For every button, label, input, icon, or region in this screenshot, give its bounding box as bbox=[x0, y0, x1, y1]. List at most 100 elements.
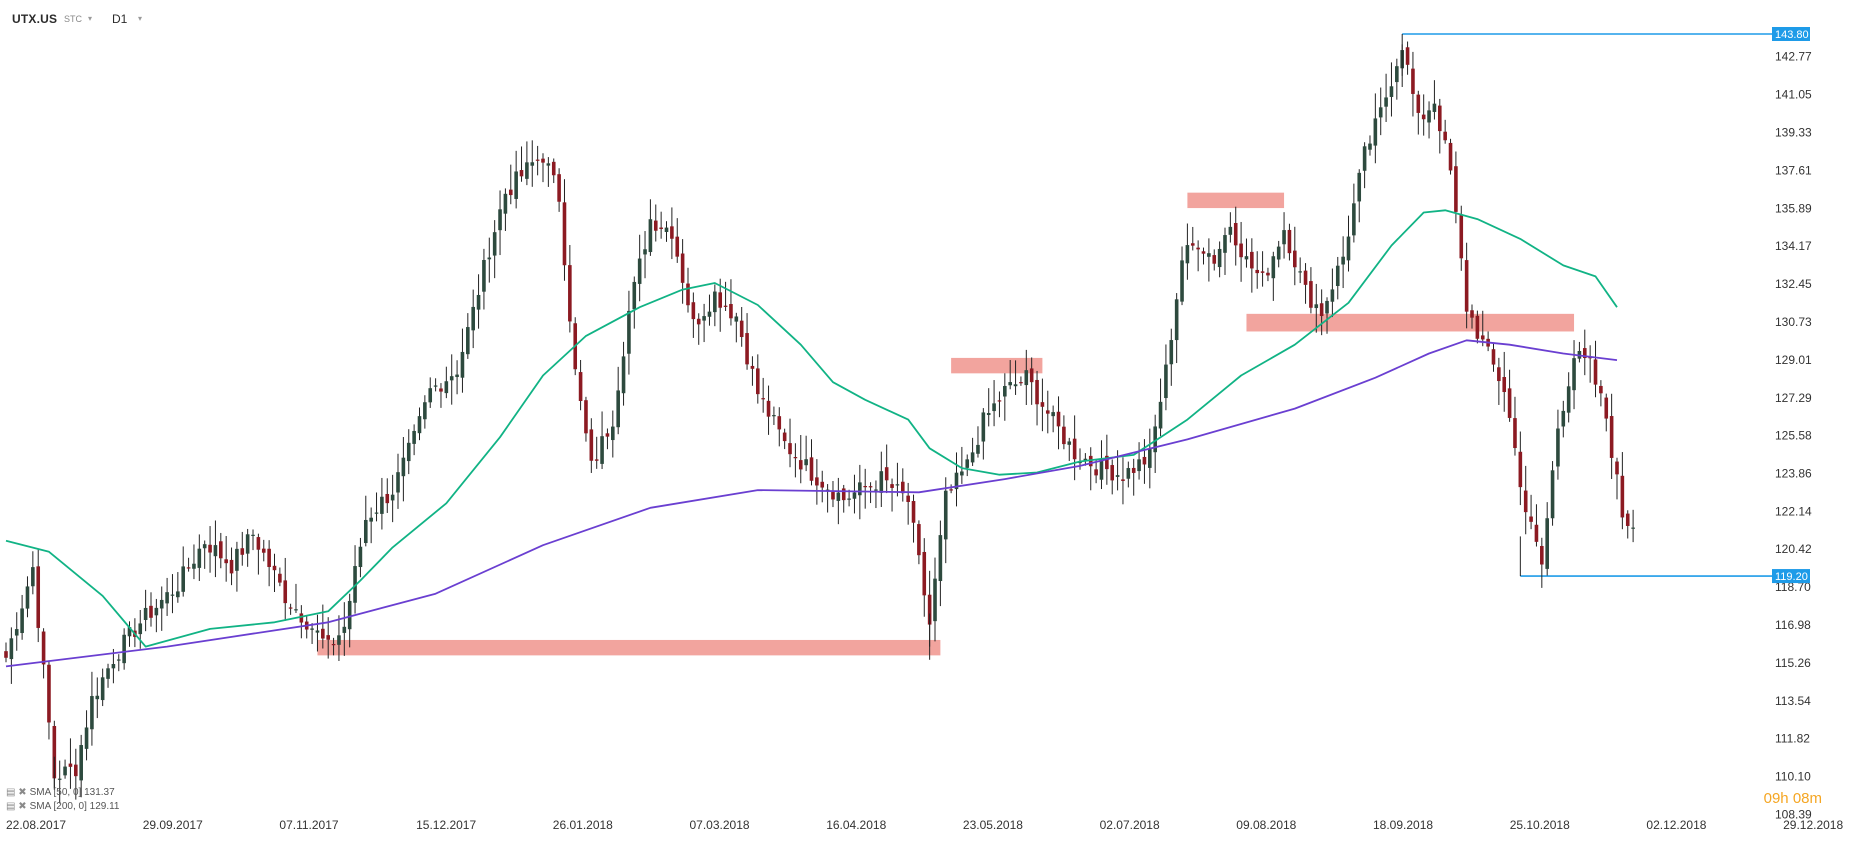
legend-sma-50[interactable]: ▤ ✖ SMA [50, 0] 131.37 bbox=[6, 787, 115, 798]
candle-body bbox=[95, 695, 100, 700]
candle-body bbox=[412, 430, 416, 444]
source-dropdown-icon[interactable]: ▾ bbox=[88, 14, 93, 23]
candle-body bbox=[546, 163, 551, 166]
candle-body bbox=[782, 432, 787, 442]
candle-body bbox=[1529, 516, 1533, 522]
candle-body bbox=[1169, 340, 1174, 365]
candle-body bbox=[363, 519, 368, 544]
symbol-selector[interactable]: UTX.US bbox=[12, 12, 58, 26]
candle-body bbox=[358, 546, 363, 568]
candle-body bbox=[106, 668, 110, 679]
candle-body bbox=[68, 763, 73, 767]
candle-body bbox=[1201, 251, 1206, 254]
candle-body bbox=[739, 320, 744, 338]
candle-body bbox=[1443, 131, 1447, 141]
candle-body bbox=[1164, 364, 1168, 399]
price-tag bbox=[1772, 569, 1810, 584]
candle-body bbox=[627, 310, 631, 354]
candle-body bbox=[331, 644, 336, 646]
candle-body bbox=[208, 544, 212, 553]
candle-body bbox=[79, 745, 83, 781]
candle-body bbox=[288, 607, 293, 609]
candle-body bbox=[530, 162, 535, 166]
candle-body bbox=[519, 170, 524, 177]
candle-body bbox=[1357, 172, 1362, 202]
legend-sma-200[interactable]: ▤ ✖ SMA [200, 0] 129.11 bbox=[6, 801, 120, 812]
x-tick-label: 25.10.2018 bbox=[1510, 818, 1570, 832]
candle-body bbox=[176, 591, 180, 598]
x-tick-label: 02.12.2018 bbox=[1646, 818, 1706, 832]
source-label[interactable]: STC bbox=[64, 14, 82, 24]
y-tick-label: 110.10 bbox=[1775, 770, 1811, 784]
candle-body bbox=[272, 565, 277, 571]
candle-body bbox=[116, 659, 121, 661]
candle-body bbox=[396, 472, 400, 493]
x-tick-label: 18.09.2018 bbox=[1373, 818, 1433, 832]
sma-200-line bbox=[5, 339, 1618, 668]
candle-body bbox=[1180, 260, 1184, 302]
candle-body bbox=[970, 452, 975, 463]
candle-body bbox=[562, 202, 567, 266]
candle-body bbox=[578, 372, 583, 401]
candle-body bbox=[1142, 456, 1147, 465]
y-tick-label: 134.17 bbox=[1775, 239, 1812, 253]
candle-body bbox=[1475, 315, 1480, 339]
candle-body bbox=[20, 608, 24, 634]
timeframe-dropdown-icon[interactable]: ▾ bbox=[138, 14, 143, 23]
candle-body bbox=[342, 626, 347, 633]
candle-body bbox=[1507, 388, 1512, 418]
candle-body bbox=[1566, 386, 1571, 413]
candle-body bbox=[154, 607, 159, 616]
y-tick-label: 130.73 bbox=[1775, 315, 1812, 329]
candle-body bbox=[192, 563, 196, 569]
price-tag-label: 119.20 bbox=[1775, 571, 1808, 583]
y-tick-label: 141.05 bbox=[1775, 88, 1812, 102]
candle-body bbox=[1319, 303, 1324, 317]
candle-body bbox=[1072, 438, 1077, 460]
candle-body bbox=[455, 374, 459, 378]
candle-body bbox=[976, 444, 980, 454]
candle-body bbox=[1582, 348, 1587, 359]
candle-body bbox=[1078, 461, 1082, 464]
candle-body bbox=[600, 436, 604, 464]
candle-body bbox=[1148, 448, 1152, 468]
candle-body bbox=[841, 488, 846, 501]
indicator-settings-icon[interactable]: ▤ ✖ bbox=[6, 787, 27, 798]
y-tick-label: 116.98 bbox=[1775, 618, 1811, 632]
candle-body bbox=[202, 544, 207, 549]
candle-body bbox=[1250, 251, 1254, 269]
candle-body bbox=[423, 402, 427, 420]
candle-body bbox=[863, 486, 867, 488]
candle-body bbox=[1545, 518, 1549, 569]
candle-body bbox=[9, 638, 14, 660]
candle-body bbox=[1604, 397, 1609, 419]
candle-body bbox=[723, 305, 728, 307]
timeframe-selector[interactable]: D1 bbox=[112, 12, 128, 26]
candle-body bbox=[337, 635, 341, 645]
candle-body bbox=[1190, 243, 1195, 246]
candle-body bbox=[1427, 110, 1431, 123]
y-tick-label: 127.29 bbox=[1775, 391, 1812, 405]
candle-body bbox=[1534, 524, 1539, 542]
candle-body bbox=[1389, 86, 1394, 97]
levels-layer bbox=[1402, 33, 1772, 577]
candle-body bbox=[981, 412, 986, 442]
candle-body bbox=[433, 385, 438, 387]
x-tick-label: 29.09.2017 bbox=[143, 818, 203, 832]
sma-50-line bbox=[5, 209, 1618, 648]
candle-body bbox=[1121, 479, 1125, 481]
indicator-settings-icon[interactable]: ▤ ✖ bbox=[6, 801, 27, 812]
x-tick-label: 23.05.2018 bbox=[963, 818, 1023, 832]
candle-body bbox=[772, 415, 776, 417]
y-tick-label: 142.77 bbox=[1775, 50, 1812, 64]
candle-body bbox=[326, 635, 330, 640]
x-tick-label: 02.07.2018 bbox=[1100, 818, 1160, 832]
candle-body bbox=[992, 403, 996, 412]
candle-body bbox=[745, 333, 749, 365]
candle-body bbox=[756, 368, 760, 395]
candle-body bbox=[4, 651, 8, 658]
y-tick-label: 135.89 bbox=[1775, 201, 1812, 215]
candle-body bbox=[734, 316, 739, 322]
